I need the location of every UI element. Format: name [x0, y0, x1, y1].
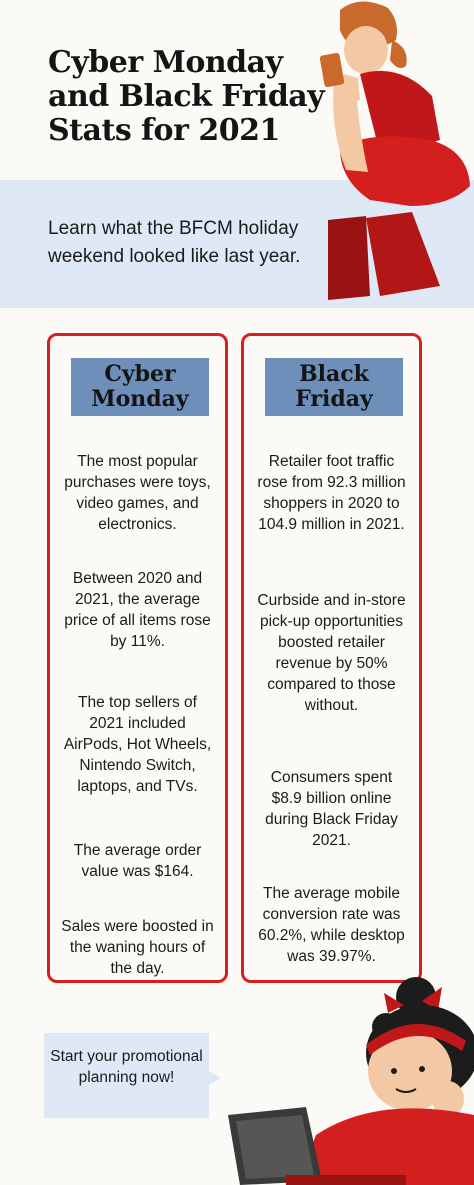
cta-text: Start your promotional planning now! — [50, 1048, 203, 1086]
cyber-monday-stat: The average order value was $164. — [73, 842, 202, 880]
cyber-monday-stat: The most popular purchases were toys, vi… — [64, 453, 211, 533]
cta-bubble-tail — [209, 1071, 221, 1085]
cyber-monday-heading: Cyber Monday — [71, 358, 209, 416]
cyber-monday-stat: Sales were boosted in the waning hours o… — [61, 918, 214, 977]
cyber-monday-column: Cyber Monday The most popular purchases … — [47, 333, 228, 983]
cyber-monday-stat: Between 2020 and 2021, the average price… — [64, 570, 211, 650]
black-friday-stat: The average mobile conversion rate was 6… — [258, 885, 405, 965]
cta-bubble: Start your promotional planning now! — [44, 1033, 209, 1118]
page-title: Cyber Monday and Black Friday Stats for … — [48, 45, 325, 148]
woman-with-phone-illustration — [319, 1, 470, 300]
black-friday-column: Black Friday Retailer foot traffic rose … — [241, 333, 422, 983]
black-friday-stat: Retailer foot traffic rose from 92.3 mil… — [257, 453, 406, 533]
cyber-monday-stat: The top sellers of 2021 included AirPods… — [63, 694, 212, 795]
black-friday-stat: Curbside and in-store pick-up opportunit… — [257, 592, 406, 714]
woman-with-laptop-illustration — [228, 977, 474, 1185]
intro-text: Learn what the BFCM holiday weekend look… — [48, 218, 301, 267]
black-friday-stat: Consumers spent $8.9 billion online duri… — [265, 769, 398, 849]
black-friday-heading: Black Friday — [265, 358, 403, 416]
